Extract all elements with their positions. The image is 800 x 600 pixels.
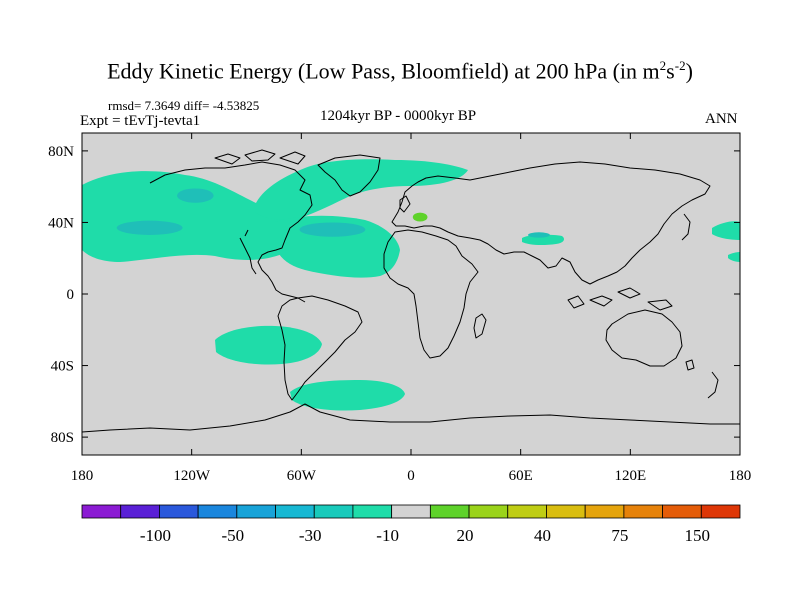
colorbar-swatch xyxy=(584,504,625,519)
contour-field xyxy=(82,159,740,411)
lon-label: 0 xyxy=(407,468,415,484)
colorbar-swatch xyxy=(468,504,509,519)
anomaly-region-north-pacific xyxy=(82,171,290,262)
colorbar-swatch xyxy=(623,504,663,519)
field-region-natlantic-core xyxy=(299,222,366,237)
colorbar-swatch xyxy=(197,504,238,519)
coastline-new-zealand xyxy=(707,371,719,399)
colorbar-swatch xyxy=(313,504,354,519)
colorbar-swatch xyxy=(700,504,741,519)
colorbar-label: 150 xyxy=(685,526,711,545)
coastline-maritime-islands xyxy=(567,287,695,371)
colorbar-swatch xyxy=(236,504,276,519)
coastline-antarctica xyxy=(82,403,740,433)
colorbar-swatch xyxy=(81,504,122,519)
coastline-eurasia xyxy=(391,161,711,285)
colorbar-swatch xyxy=(662,504,702,519)
anomaly-region-east-pacific xyxy=(712,221,740,240)
lon-label: 60E xyxy=(509,468,533,484)
colorbar-swatch xyxy=(275,504,315,519)
field-region-indian-ocean-core xyxy=(527,232,550,238)
colorbar-labels: -100 -50 -30 -10 20 40 75 150 xyxy=(140,526,710,545)
anomaly-region-small-patch xyxy=(728,252,740,262)
lat-label: 40S xyxy=(51,359,74,375)
lon-label: 120E xyxy=(614,468,646,484)
coastline-uk xyxy=(399,195,411,213)
lon-label: 180 xyxy=(71,468,94,484)
lat-label: 80N xyxy=(48,144,74,160)
colorbar-label: 20 xyxy=(457,526,474,545)
colorbar-swatch xyxy=(546,504,586,519)
field-region-namerica-core xyxy=(177,188,214,203)
colorbar-label: 75 xyxy=(611,526,628,545)
colorbar-swatch xyxy=(120,504,160,519)
colorbar-swatch xyxy=(429,504,470,519)
axis-ticks xyxy=(81,133,741,455)
lon-label: 60W xyxy=(287,468,317,484)
colorbar-swatch xyxy=(507,504,547,519)
anomaly-region-south-pacific xyxy=(215,325,322,365)
colorbar-swatch xyxy=(391,504,431,519)
colorbar-swatch xyxy=(352,504,393,519)
lat-label: 40N xyxy=(48,215,74,231)
colorbar-swatch xyxy=(159,504,199,519)
experiment-label: Expt = tEvTj-tevta1 xyxy=(80,113,201,129)
colorbar-label: -10 xyxy=(376,526,399,545)
coastline-madagascar xyxy=(473,313,487,339)
colorbar-label: -100 xyxy=(140,526,171,545)
coastline-north-america xyxy=(149,161,313,303)
coastline-australia xyxy=(605,309,683,367)
lat-label: 0 xyxy=(67,287,75,303)
anomaly-region-north-america xyxy=(255,159,468,220)
season-label: ANN xyxy=(705,111,738,127)
colorbar xyxy=(81,504,741,519)
stats-label: rmsd= 7.3649 diff= -4.53825 xyxy=(108,98,260,113)
lon-label: 180 xyxy=(729,468,752,484)
plot-title: Eddy Kinetic Energy (Low Pass, Bloomfiel… xyxy=(107,58,693,84)
anomaly-region-south-atlantic xyxy=(290,380,405,411)
coastline-greenland xyxy=(317,154,381,197)
coastlines xyxy=(82,149,740,433)
lon-label: 120W xyxy=(173,468,211,484)
coastline-africa xyxy=(383,229,479,359)
colorbar-label: -50 xyxy=(221,526,244,545)
coastline-japan xyxy=(681,213,691,241)
colorbar-label: 40 xyxy=(534,526,551,545)
coastline-south-america xyxy=(277,295,363,401)
period-label: 1204kyr BP - 0000kyr BP xyxy=(320,108,477,124)
axis-labels: 80N 40N 0 40S 80S 180 120W 60W 0 60E 120E 180 xyxy=(48,144,751,484)
coastline-arctic-islands xyxy=(214,149,306,165)
lat-label: 80S xyxy=(51,430,74,446)
field-region-npacific-core xyxy=(116,220,183,235)
colorbar-label: -30 xyxy=(299,526,322,545)
field-region-europe-positive xyxy=(412,212,428,222)
anomaly-region-indian-ocean xyxy=(522,234,564,246)
